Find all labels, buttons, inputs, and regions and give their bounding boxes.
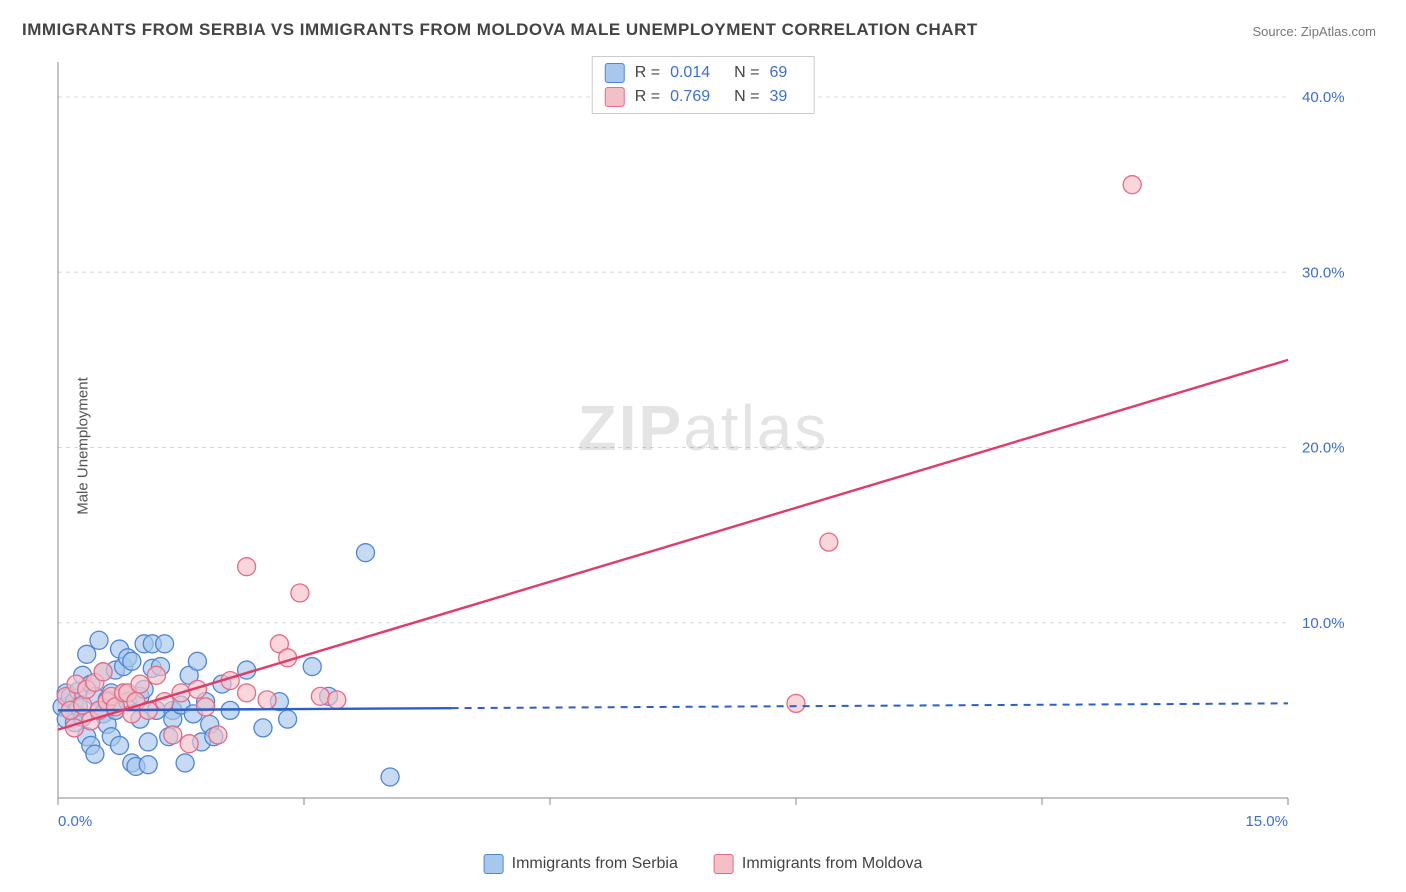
n-label: N = (734, 64, 759, 82)
n-value-serbia: 69 (769, 64, 787, 82)
legend-item-moldova: Immigrants from Moldova (714, 854, 923, 874)
swatch-serbia (605, 63, 625, 83)
plot-area: 10.0% 20.0% 30.0% 40.0% 0.0% 15.0% (48, 52, 1368, 842)
n-value-moldova: 39 (769, 88, 787, 106)
scatter-plot-svg: 10.0% 20.0% 30.0% 40.0% 0.0% 15.0% (48, 52, 1368, 842)
r-value-moldova: 0.769 (670, 88, 710, 106)
swatch-moldova (714, 854, 734, 874)
svg-text:40.0%: 40.0% (1302, 89, 1345, 106)
stats-row-serbia: R = 0.014 N = 69 (601, 61, 806, 85)
svg-text:15.0%: 15.0% (1245, 813, 1288, 830)
swatch-moldova (605, 87, 625, 107)
source-attribution: Source: ZipAtlas.com (1252, 24, 1376, 39)
svg-text:10.0%: 10.0% (1302, 615, 1345, 632)
svg-text:30.0%: 30.0% (1302, 264, 1345, 281)
r-value-serbia: 0.014 (670, 64, 710, 82)
legend-label-moldova: Immigrants from Moldova (742, 855, 923, 873)
chart-title: IMMIGRANTS FROM SERBIA VS IMMIGRANTS FRO… (22, 20, 978, 40)
svg-text:20.0%: 20.0% (1302, 440, 1345, 457)
stats-row-moldova: R = 0.769 N = 39 (601, 85, 806, 109)
swatch-serbia (484, 854, 504, 874)
correlation-stats-box: R = 0.014 N = 69 R = 0.769 N = 39 (592, 56, 815, 114)
r-label: R = (635, 64, 660, 82)
n-label: N = (734, 88, 759, 106)
r-label: R = (635, 88, 660, 106)
legend-item-serbia: Immigrants from Serbia (484, 854, 678, 874)
legend-label-serbia: Immigrants from Serbia (512, 855, 678, 873)
legend: Immigrants from Serbia Immigrants from M… (484, 854, 923, 874)
svg-text:0.0%: 0.0% (58, 813, 92, 830)
